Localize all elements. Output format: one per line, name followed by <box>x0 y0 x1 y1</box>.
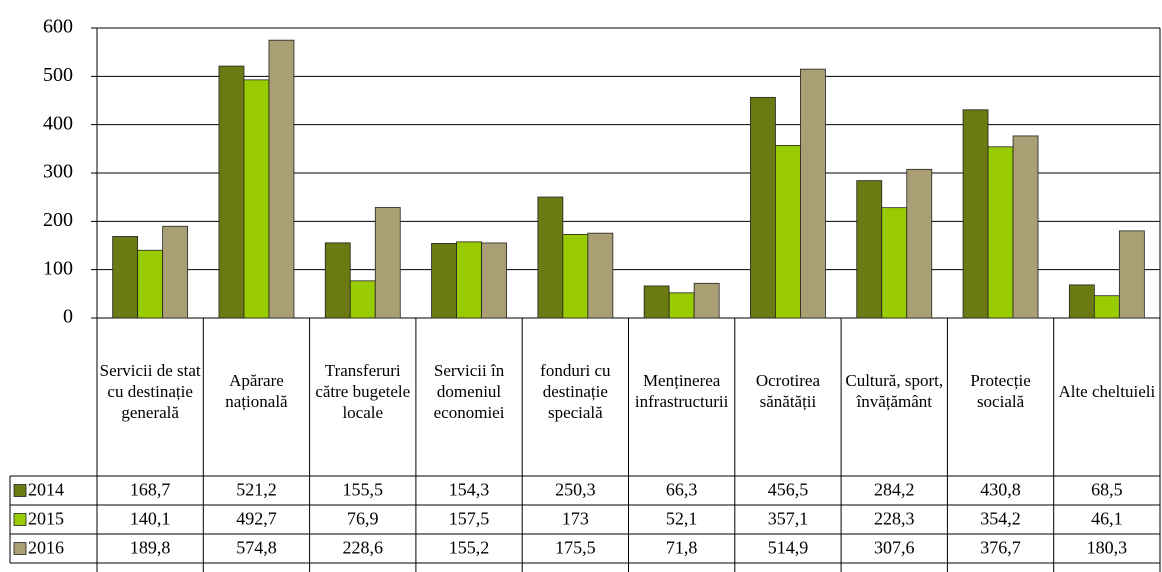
table-value: 66,3 <box>666 480 698 500</box>
bar <box>775 145 801 319</box>
table-value: 76,9 <box>347 509 379 529</box>
bar <box>1012 135 1039 319</box>
table-value: 140,1 <box>130 509 171 529</box>
bar <box>431 243 457 319</box>
legend-label: 2015 <box>28 509 64 529</box>
table-value: 456,5 <box>768 480 809 500</box>
table-value: 180,3 <box>1087 538 1128 558</box>
table-value: 157,5 <box>449 509 490 529</box>
bar <box>481 242 507 319</box>
table-value: 155,5 <box>343 480 384 500</box>
table-value: 189,8 <box>130 538 171 558</box>
bar <box>218 65 245 319</box>
bar <box>881 207 908 319</box>
bar <box>750 96 776 319</box>
bar <box>162 225 189 319</box>
table-value: 68,5 <box>1091 480 1123 500</box>
x-tick-label: Alte cheltuieli <box>1058 381 1156 401</box>
legend-key <box>13 484 27 497</box>
y-tick-label: 400 <box>43 112 73 134</box>
y-tick-label: 300 <box>43 161 73 183</box>
x-tick-label: Transferuri către bugetele locale <box>315 360 411 422</box>
table-value: 46,1 <box>1091 509 1123 529</box>
x-tick-label: Servicii de stat cu destinație generală <box>99 360 201 422</box>
x-tick-label: Ocrotirea sănătății <box>755 371 821 411</box>
table-value: 228,6 <box>343 538 384 558</box>
table-value: 284,2 <box>874 480 915 500</box>
table-value: 175,5 <box>555 538 596 558</box>
bar <box>243 79 270 319</box>
bar <box>668 292 695 319</box>
x-tick-label: Apărare națională <box>225 371 288 411</box>
table-value: 307,6 <box>874 538 915 558</box>
bar <box>1068 284 1095 319</box>
bar <box>112 236 139 319</box>
bar <box>456 241 482 319</box>
y-tick-label: 600 <box>43 16 73 38</box>
y-tick-label: 500 <box>43 64 73 86</box>
legend-key <box>13 542 27 555</box>
x-tick-label: Menținerea infrastructurii <box>634 371 729 411</box>
legend-label: 2016 <box>28 538 64 558</box>
bar <box>856 180 883 319</box>
table-value: 228,3 <box>874 509 915 529</box>
table-value: 357,1 <box>768 509 809 529</box>
bar <box>962 109 989 319</box>
table-value: 574,8 <box>236 538 277 558</box>
x-tick-label: Cultură, sport, învățământ <box>845 371 944 411</box>
table-value: 71,8 <box>666 538 698 558</box>
table-value: 430,8 <box>980 480 1021 500</box>
table-value: 52,1 <box>666 509 698 529</box>
y-tick-label: 200 <box>43 209 73 231</box>
bar <box>374 207 401 319</box>
x-tick-label: fonduri cu destinație specială <box>540 360 611 422</box>
table-value: 514,9 <box>768 538 809 558</box>
bar <box>537 196 564 319</box>
table-value: 168,7 <box>130 480 171 500</box>
x-tick-label: Protecție socială <box>970 371 1031 411</box>
y-tick-label: 100 <box>43 257 73 279</box>
bar <box>800 68 826 319</box>
x-tick-label: Servicii în domeniul economiei <box>433 360 505 422</box>
bar <box>1093 295 1120 319</box>
bar <box>562 233 589 319</box>
bar <box>324 242 351 319</box>
bar <box>643 285 670 319</box>
bar <box>587 232 614 319</box>
table-value: 521,2 <box>236 480 277 500</box>
y-tick-label: 0 <box>63 306 73 328</box>
table-value: 376,7 <box>980 538 1021 558</box>
table-value: 492,7 <box>236 509 277 529</box>
bar <box>268 39 295 319</box>
bar <box>1118 230 1145 319</box>
legend-key <box>13 513 27 526</box>
legend-label: 2014 <box>28 480 64 500</box>
table-value: 155,2 <box>449 538 490 558</box>
table-value: 154,3 <box>449 480 490 500</box>
table-value: 250,3 <box>555 480 596 500</box>
bar <box>987 146 1014 319</box>
table-value: 354,2 <box>980 509 1021 529</box>
bar <box>906 168 933 319</box>
bar <box>137 249 164 319</box>
bar <box>349 280 376 319</box>
bar <box>693 282 720 319</box>
table-value: 173 <box>562 509 589 529</box>
